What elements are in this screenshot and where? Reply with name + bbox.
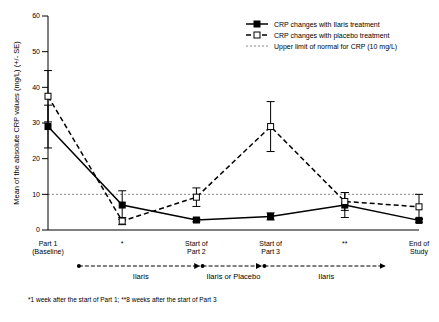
svg-text:*: * [121, 240, 124, 247]
svg-text:20: 20 [32, 155, 40, 162]
svg-text:Part 1(Baseline): Part 1(Baseline) [32, 240, 64, 256]
svg-text:CRP changes with placebo treat: CRP changes with placebo treatment [274, 32, 389, 40]
svg-text:50: 50 [32, 48, 40, 55]
svg-text:10: 10 [32, 191, 40, 198]
svg-text:60: 60 [32, 12, 40, 19]
svg-text:0: 0 [36, 226, 40, 233]
svg-text:End ofStudy: End ofStudy [409, 240, 429, 256]
svg-text:Ilaris or Placebo: Ilaris or Placebo [207, 272, 261, 281]
svg-text:CRP changes with Ilaris treatm: CRP changes with Ilaris treatment [274, 21, 380, 29]
svg-text:*1 week after the start of Par: *1 week after the start of Part 1; **8 w… [28, 296, 217, 303]
svg-text:Start ofPart 2: Start ofPart 2 [185, 240, 208, 255]
svg-text:Ilaris: Ilaris [133, 272, 149, 281]
svg-text:Start ofPart 3: Start ofPart 3 [259, 240, 282, 255]
svg-text:40: 40 [32, 84, 40, 91]
svg-text:**: ** [342, 240, 348, 247]
svg-text:30: 30 [32, 119, 40, 126]
svg-text:Mean of the absolute CRP value: Mean of the absolute CRP values (mg/L) (… [12, 41, 21, 205]
svg-text:Ilaris: Ilaris [318, 272, 334, 281]
svg-text:Upper limit of normal for CRP: Upper limit of normal for CRP (10 mg/L) [274, 43, 397, 51]
